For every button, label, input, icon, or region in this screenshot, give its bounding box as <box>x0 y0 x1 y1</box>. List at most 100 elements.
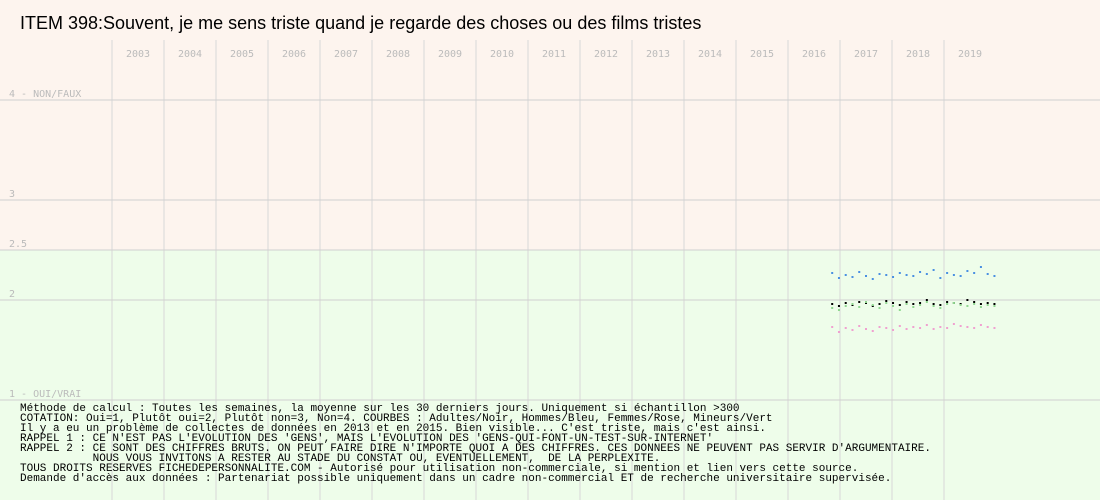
x-tick-label: 2008 <box>386 49 410 60</box>
data-point <box>939 326 942 328</box>
data-point <box>898 309 901 311</box>
note: COTATION: Oui=1, Plutôt oui=2, Plutôt no… <box>20 413 773 425</box>
note: Il y a eu un problème de collectes de do… <box>20 423 766 435</box>
x-tick-label: 2018 <box>906 49 930 60</box>
data-point <box>912 275 915 277</box>
data-point <box>892 305 895 307</box>
grid: 2003 2004 2005 2006 2007 2008 2009 2010 2011 2012… <box>0 40 1100 500</box>
data-point <box>939 277 942 279</box>
data-point <box>905 328 908 330</box>
data-point <box>851 303 854 305</box>
note: RAPPEL 2 : CE SONT DES CHIFFRES BRUTS. O… <box>20 443 931 455</box>
data-point <box>979 306 982 308</box>
data-point <box>898 325 901 327</box>
data-point <box>865 275 867 277</box>
x-tick-label: 2005 <box>230 49 254 60</box>
x-tick-label: 2019 <box>958 49 982 60</box>
data-point <box>925 299 928 301</box>
data-point <box>878 303 881 305</box>
data-point <box>912 303 915 305</box>
y-tick-label: 1 - OUI/VRAI <box>9 389 81 400</box>
data-point <box>979 324 982 326</box>
data-point <box>885 327 888 329</box>
data-point <box>892 276 895 278</box>
data-point <box>912 326 915 328</box>
x-tick-label: 2017 <box>854 49 878 60</box>
data-point <box>858 325 861 327</box>
data-point <box>973 303 976 305</box>
data-point <box>946 301 949 303</box>
x-tick-label: 2010 <box>490 49 514 60</box>
x-tick-label: 2015 <box>750 49 774 60</box>
data-point <box>993 305 996 307</box>
data-point <box>946 303 949 305</box>
note: RAPPEL 1 : CE N'EST PAS L'EVOLUTION DES … <box>20 433 713 445</box>
x-tick-label: 2013 <box>646 49 670 60</box>
x-tick-label: 2004 <box>178 49 202 60</box>
data-point <box>952 274 955 276</box>
x-tick-label: 2009 <box>438 49 462 60</box>
marks <box>831 266 996 333</box>
data-point <box>986 304 989 306</box>
data-point <box>844 274 847 276</box>
data-point <box>939 304 942 306</box>
data-point <box>986 326 989 328</box>
x-tick-label: 2016 <box>802 49 826 60</box>
y-tick-label: 2.5 <box>9 239 27 250</box>
data-point <box>858 306 861 308</box>
y-tick-label: 2 <box>9 289 15 300</box>
data-point <box>865 328 867 330</box>
data-point <box>844 327 847 329</box>
data-point <box>892 329 895 331</box>
data-point <box>966 270 969 272</box>
data-point <box>973 301 976 303</box>
data-point <box>871 330 874 332</box>
data-point <box>858 301 861 303</box>
data-point <box>885 302 888 304</box>
notes: Méthode de calcul : Toutes les semaines,… <box>20 403 931 485</box>
data-point <box>851 276 854 278</box>
data-point <box>905 303 908 305</box>
data-point <box>952 323 955 325</box>
background <box>0 0 1100 250</box>
data-point <box>831 307 834 309</box>
data-point <box>858 271 861 273</box>
data-point <box>912 306 915 308</box>
data-point <box>919 327 922 329</box>
y-tick-label: 3 <box>9 189 15 200</box>
data-point <box>831 303 834 305</box>
data-point <box>885 274 888 276</box>
data-point <box>925 324 928 326</box>
background <box>0 250 1100 500</box>
note: NOUS VOUS INVITONS A RESTER AU STADE DU … <box>20 453 660 465</box>
x-tick-label: 2007 <box>334 49 358 60</box>
data-point <box>932 269 935 271</box>
data-point <box>919 304 922 306</box>
x-tick-label: 2003 <box>126 49 150 60</box>
data-point <box>885 300 888 302</box>
note: TOUS DROITS RESERVES FICHEDEPERSONNALITE… <box>20 463 858 475</box>
data-point <box>966 305 969 307</box>
data-point <box>878 307 881 309</box>
data-point <box>979 303 982 305</box>
data-point <box>837 331 840 333</box>
data-point <box>932 328 935 330</box>
data-point <box>878 326 881 328</box>
note: Demande d'accès aux données : Partenaria… <box>20 473 891 485</box>
data-point <box>979 266 982 268</box>
data-point <box>925 273 928 275</box>
data-point <box>925 301 928 303</box>
data-point <box>844 305 847 307</box>
data-point <box>993 275 996 277</box>
data-point <box>959 275 962 277</box>
data-point <box>878 273 881 275</box>
data-point <box>844 302 847 304</box>
data-point <box>959 325 962 327</box>
data-point <box>952 302 955 304</box>
data-point <box>898 272 901 274</box>
x-tick-label: 2011 <box>542 49 566 60</box>
data-point <box>966 299 969 301</box>
data-point <box>993 303 996 305</box>
data-point <box>919 271 922 273</box>
